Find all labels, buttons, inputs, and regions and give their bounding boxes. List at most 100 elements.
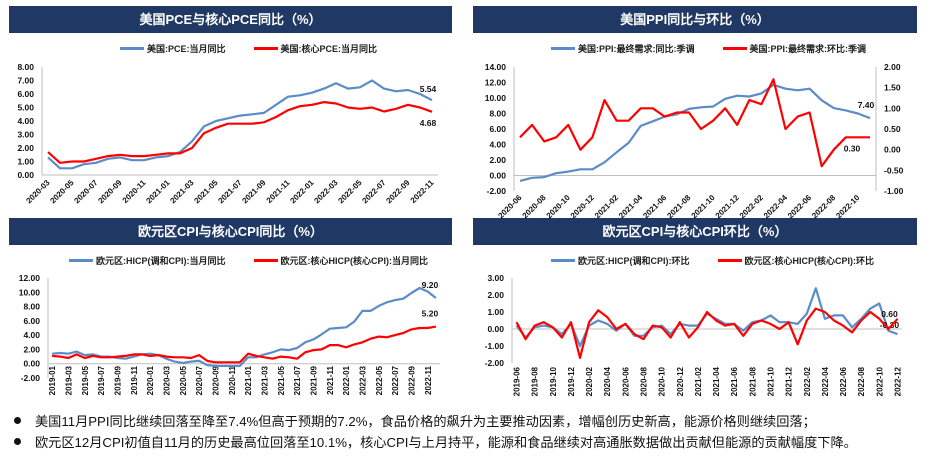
x-tick-label: 2022-09 <box>407 365 416 395</box>
y-tick-label: 3.00 <box>17 130 34 140</box>
legend-swatch-red <box>717 259 742 262</box>
legend-swatch-blue <box>551 259 575 262</box>
chart-title-ez-cpi-mom: 欧元区CPI与核心CPI环比（%） <box>473 218 917 245</box>
y-tick-label: -1.00 <box>485 341 505 351</box>
y2-tick-label: 0.00 <box>884 145 901 155</box>
legend-swatch-blue <box>69 259 93 262</box>
y-tick-label: 5.00 <box>17 103 34 113</box>
series-line-red <box>515 307 899 359</box>
x-tick-label: 2019-10 <box>549 366 558 396</box>
x-tick-label: 2021-10 <box>766 366 775 396</box>
y-tick-label: 14.00 <box>485 62 507 72</box>
x-tick-label: 2022-07 <box>391 365 400 395</box>
x-tick-label: 2022-10 <box>875 366 884 396</box>
x-tick-label: 2021-09 <box>240 178 268 206</box>
legend-item: 美国:PPI:最终需求:环比:季调 <box>722 42 866 55</box>
legend-item: 美国:PCE:当月同比 <box>120 42 226 55</box>
y-tick-label: 3.00 <box>487 273 504 283</box>
x-tick-label: 2022-10 <box>834 193 862 221</box>
x-tick-label: 2019-06 <box>513 366 522 396</box>
x-tick-label: 2020-11 <box>228 365 237 394</box>
y-tick-label: 2.00 <box>23 344 40 354</box>
x-tick-label: 2021-01 <box>244 365 253 395</box>
x-tick-label: 2021-06 <box>641 193 669 221</box>
x-tick-label: 2020-04 <box>603 366 612 396</box>
bullet-icon <box>14 438 21 445</box>
y2-tick-label: 1.50 <box>884 83 901 93</box>
x-tick-label: 2020-05 <box>179 365 188 395</box>
legend-swatch-blue <box>551 47 575 50</box>
x-tick-label: 2021-11 <box>326 365 335 394</box>
y-tick-label: 8.00 <box>23 302 40 312</box>
bullet-item: 美国11月PPI同比继续回落至降至7.4%但高于预期的7.2%，食品价格的飙升为… <box>14 410 924 431</box>
y-tick-label: 10.00 <box>485 93 507 103</box>
legend-item: 欧元区:HICP(调和CPI):环比 <box>551 254 690 267</box>
x-tick-label: 2022-06 <box>786 193 814 221</box>
series-line-red <box>519 78 870 168</box>
x-tick-label: 2021-03 <box>168 178 196 206</box>
legend-us-ppi: 美国:PPI:最终需求:同比:季调 美国:PPI:最终需求:环比:季调 <box>551 42 894 55</box>
legend-label: 欧元区:HICP(调和CPI):当月同比 <box>96 256 226 266</box>
y-tick-label: 2.00 <box>17 143 34 153</box>
x-tick-label: 2020-03 <box>162 365 171 395</box>
charts-canvas: 0.00 1.00 2.00 3.00 4.00 5.00 6.00 7.00 8.00 2020… <box>17 62 904 396</box>
x-tick-label: 2020-07 <box>72 178 100 206</box>
y-tick-label: 12.00 <box>19 273 41 283</box>
x-tick-label: 2022-08 <box>857 366 866 396</box>
x-tick-label: 2020-03 <box>24 178 52 206</box>
x-tick-label: 2021-12 <box>714 193 742 221</box>
legend-label: 欧元区:核心HICP(核心CPI):当月同比 <box>280 256 429 266</box>
x-tick-label: 2022-03 <box>358 365 367 395</box>
x-tick-label: 2020-10 <box>658 366 667 396</box>
x-tick-label: 2021-09 <box>309 365 318 395</box>
end-data-label: 0.30 <box>844 143 861 153</box>
x-tick-label: 2019-05 <box>81 365 90 395</box>
y-tick-label: 6.00 <box>17 89 34 99</box>
x-tick-label: 2020-08 <box>640 366 649 396</box>
x-tick-label: 2020-09 <box>96 178 124 206</box>
commentary: 美国11月PPI同比继续回落至降至7.4%但高于预期的7.2%，食品价格的飙升为… <box>14 410 924 452</box>
legend-item: 美国:PPI:最终需求:同比:季调 <box>551 42 695 55</box>
series-line-blue <box>515 287 898 348</box>
end-data-label: 5.20 <box>422 309 439 319</box>
x-tick-label: 2021-07 <box>293 365 302 395</box>
legend-ez-cpi-yoy: 欧元区:HICP(调和CPI):当月同比 欧元区:核心HICP(核心CPI):当… <box>69 254 456 267</box>
x-tick-label: 2021-11 <box>265 178 292 205</box>
legend-us-pce: 美国:PCE:当月同比 美国:核心PCE:当月同比 <box>120 42 405 55</box>
x-tick-label: 2022-04 <box>821 366 830 396</box>
legend-ez-cpi-mom: 欧元区:HICP(调和CPI):环比 欧元区:核心HICP(核心CPI):环比 <box>551 254 902 267</box>
x-tick-label: 2020-10 <box>545 193 573 221</box>
legend-label: 美国:PCE:当月同比 <box>147 44 226 54</box>
y-tick-label: 4.00 <box>489 140 506 150</box>
x-tick-label: 2021-10 <box>690 193 718 221</box>
x-tick-label: 2020-06 <box>496 193 524 221</box>
x-tick-label: 2021-04 <box>712 366 721 396</box>
x-tick-label: 2021-07 <box>216 178 244 206</box>
x-tick-label: 2022-06 <box>839 366 848 396</box>
x-tick-label: 2019-09 <box>113 365 122 395</box>
x-tick-label: 2021-01 <box>144 178 172 206</box>
x-tick-label: 2022-11 <box>409 178 436 205</box>
end-data-label: 4.68 <box>420 118 437 128</box>
end-data-label: 9.20 <box>422 280 439 290</box>
end-data-label: -0.30 <box>880 320 900 330</box>
legend-label: 美国:PPI:最终需求:同比:季调 <box>578 44 695 54</box>
chart-title-ez-cpi-yoy: 欧元区CPI与核心CPI同比（%） <box>9 218 452 245</box>
y-tick-label: 6.00 <box>489 124 506 134</box>
x-tick-label: 2020-05 <box>48 178 76 206</box>
x-tick-label: 2020-11 <box>121 178 148 205</box>
legend-item: 欧元区:核心HICP(核心CPI):当月同比 <box>253 254 429 267</box>
x-tick-label: 2022-12 <box>893 366 902 396</box>
x-tick-label: 2021-08 <box>665 193 693 221</box>
end-data-label: 0.60 <box>881 309 898 319</box>
y2-tick-label: -1.00 <box>884 186 904 196</box>
y2-tick-label: 2.00 <box>884 62 901 72</box>
y-tick-label: 2.00 <box>489 155 506 165</box>
x-tick-label: 2022-08 <box>810 193 838 221</box>
x-tick-label: 2022-11 <box>424 365 433 394</box>
y-tick-label: 1.00 <box>487 307 504 317</box>
y-tick-label: -2.00 <box>485 358 505 368</box>
legend-swatch-blue <box>120 47 144 50</box>
series-line-blue <box>47 79 433 170</box>
x-tick-label: 2019-12 <box>567 366 576 396</box>
